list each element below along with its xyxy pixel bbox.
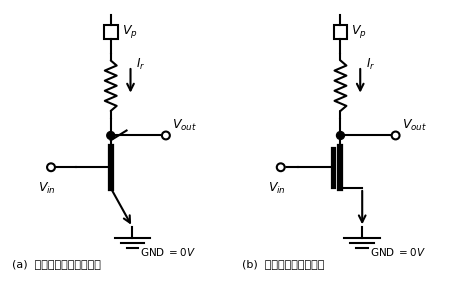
Text: $V_p$: $V_p$ xyxy=(122,23,137,40)
Circle shape xyxy=(162,131,170,139)
Circle shape xyxy=(392,131,399,139)
Text: $I_r$: $I_r$ xyxy=(366,57,375,72)
Text: GND $= 0V$: GND $= 0V$ xyxy=(370,246,426,257)
Text: $V_{in}$: $V_{in}$ xyxy=(38,181,56,196)
Text: (a)  エミッタ接地増幅回路: (a) エミッタ接地増幅回路 xyxy=(12,259,101,269)
Text: $V_{out}$: $V_{out}$ xyxy=(172,117,197,133)
Circle shape xyxy=(337,131,345,139)
Text: $V_{in}$: $V_{in}$ xyxy=(268,181,286,196)
Text: $V_{out}$: $V_{out}$ xyxy=(402,117,427,133)
Circle shape xyxy=(107,131,115,139)
Circle shape xyxy=(277,163,285,171)
Text: GND $= 0V$: GND $= 0V$ xyxy=(140,246,196,257)
Circle shape xyxy=(47,163,55,171)
Text: $V_p$: $V_p$ xyxy=(352,23,367,40)
Text: (b)  ソース接地増幅回路: (b) ソース接地増幅回路 xyxy=(242,259,324,269)
Text: $I_r$: $I_r$ xyxy=(136,57,146,72)
